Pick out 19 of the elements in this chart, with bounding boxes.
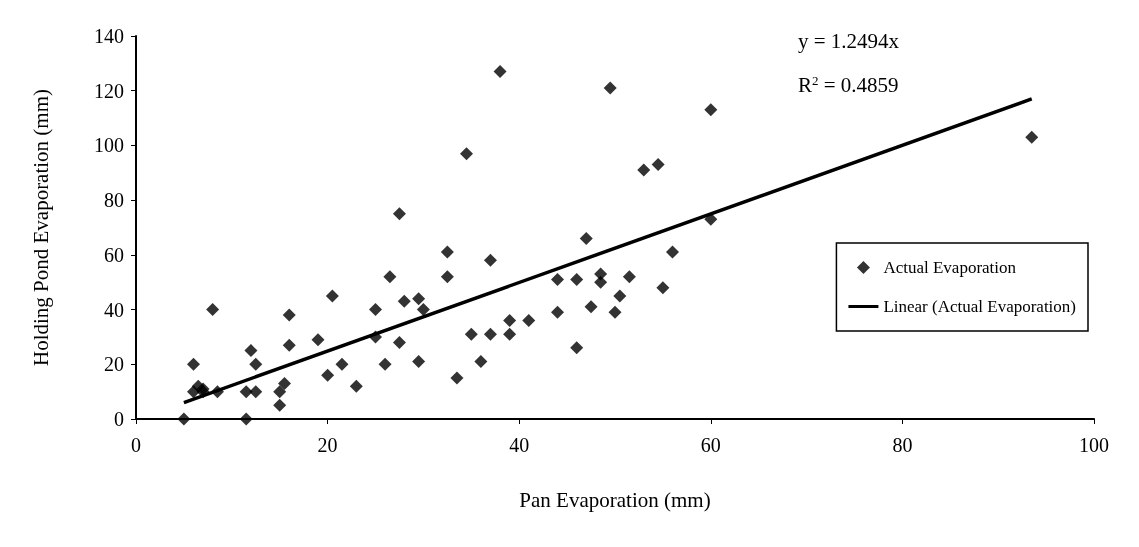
y-tick-label: 120 xyxy=(94,79,124,102)
annotation: y = 1.2494x xyxy=(798,28,900,53)
x-axis-title: Pan Evaporation (mm) xyxy=(519,487,711,512)
y-tick-label: 140 xyxy=(94,25,124,47)
legend-label: Linear (Actual Evaporation) xyxy=(883,297,1076,316)
x-tick-label: 80 xyxy=(892,434,913,456)
y-tick-label: 80 xyxy=(104,189,124,212)
x-tick-label: 40 xyxy=(509,434,530,456)
x-tick-label: 100 xyxy=(1079,434,1109,456)
y-axis-title: Holding Pond Evaporation (mm) xyxy=(28,88,53,367)
x-tick-label: 60 xyxy=(700,434,721,456)
y-tick-label: 40 xyxy=(104,298,124,321)
y-tick-label: 60 xyxy=(104,243,124,266)
y-tick-label: 100 xyxy=(94,134,124,157)
x-tick-label: 0 xyxy=(131,434,141,456)
x-tick-label: 20 xyxy=(317,434,338,456)
y-tick-label: 0 xyxy=(114,408,124,430)
legend-label: Actual Evaporation xyxy=(883,258,1017,277)
y-tick-label: 20 xyxy=(104,353,124,376)
